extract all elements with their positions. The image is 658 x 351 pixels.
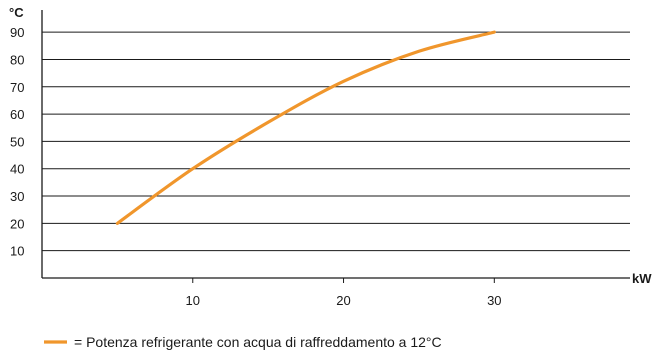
grid-lines [42,31,630,252]
y-tick-label-30: 30 [10,189,24,204]
x-tick-label-10: 10 [186,293,200,308]
y-tick-label-90: 90 [10,25,24,40]
x-axis-unit: kW [632,271,652,286]
y-tick-label-60: 60 [10,107,24,122]
legend: = Potenza refrigerante con acqua di raff… [44,334,442,350]
y-axis-unit: °C [9,5,24,20]
y-tick-label-20: 20 [10,216,24,231]
axes [41,10,630,279]
legend-label: = Potenza refrigerante con acqua di raff… [74,334,442,350]
x-tick-label-30: 30 [487,293,501,308]
y-tick-label-80: 80 [10,52,24,67]
series-line-0 [115,30,496,225]
x-tick-labels: 10 20 30 [186,278,502,308]
y-tick-label-70: 70 [10,80,24,95]
y-tick-label-50: 50 [10,134,24,149]
y-tick-labels: 10 20 30 40 50 60 70 80 90 [10,25,24,259]
x-tick-label-20: 20 [336,293,350,308]
y-tick-label-40: 40 [10,162,24,177]
series-lines [115,30,496,225]
y-tick-label-10: 10 [10,244,24,259]
